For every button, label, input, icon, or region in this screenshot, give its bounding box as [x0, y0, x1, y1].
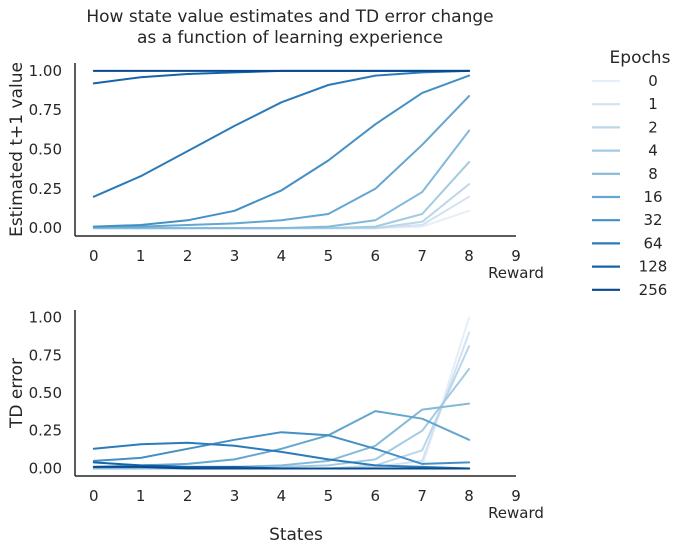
value-x-tick-label: 9 — [511, 247, 521, 265]
value-x-tick-label: 7 — [417, 247, 427, 265]
td-x-tick-label: 3 — [230, 487, 240, 505]
value-y-tick-label: 0.75 — [29, 101, 62, 119]
td-x-tick-label: 2 — [183, 487, 193, 505]
legend-label: 32 — [643, 211, 662, 229]
td-x-tick-label: 8 — [464, 487, 474, 505]
chart-title-line-2: as a function of learning experience — [137, 28, 443, 48]
td-series-2 — [92, 345, 471, 470]
td-series-32 — [92, 431, 471, 465]
td-y-tick-label: 0.25 — [29, 422, 62, 440]
td-series-256 — [92, 465, 471, 470]
td-series-16 — [92, 410, 471, 468]
td-x-tick-label: 4 — [277, 487, 287, 505]
td-x-tick-label: 1 — [136, 487, 146, 505]
value-x-tick-label: 0 — [89, 247, 99, 265]
legend-label: 4 — [648, 142, 658, 160]
value-y-tick-label: 0.50 — [29, 141, 62, 159]
value-y-tick-label: 0.25 — [29, 180, 62, 198]
td-y-tick-label: 1.00 — [29, 309, 62, 327]
value-y-axis-label: Estimated t+1 value — [7, 62, 27, 237]
legend: Epochs 0 1 2 4 8 16 32 64 128 256 — [592, 48, 671, 299]
value-x-tick-label: 1 — [136, 247, 146, 265]
td-x-tick-label: 7 — [417, 487, 427, 505]
value-x-tick-label: 3 — [230, 247, 240, 265]
td-y-axis-label: TD error — [7, 358, 27, 429]
value-series-16 — [92, 95, 471, 228]
legend-label: 256 — [639, 281, 668, 299]
legend-label: 1 — [648, 95, 658, 113]
legend-label: 128 — [639, 258, 668, 276]
td-x-tick-label: 6 — [370, 487, 380, 505]
td-y-tick-label: 0.75 — [29, 346, 62, 364]
td-y-tick-label: 0.50 — [29, 384, 62, 402]
value-reward-label: Reward — [488, 264, 544, 282]
td-series-0 — [92, 316, 471, 470]
value-series-8 — [92, 129, 471, 230]
legend-label: 16 — [643, 188, 662, 206]
td-y-tick-label: 0.00 — [29, 459, 62, 477]
td-x-tick-label: 5 — [324, 487, 334, 505]
td-reward-label: Reward — [488, 504, 544, 522]
value-x-tick-label: 2 — [183, 247, 193, 265]
legend-title: Epochs — [610, 48, 671, 68]
value-x-tick-label: 6 — [370, 247, 380, 265]
x-axis-label: States — [269, 525, 323, 545]
value-x-tick-label: 8 — [464, 247, 474, 265]
value-y-tick-label: 0.00 — [29, 219, 62, 237]
td-series-8 — [92, 402, 471, 470]
td-x-tick-label: 0 — [89, 487, 99, 505]
chart-title-line-1: How state value estimates and TD error c… — [86, 7, 493, 27]
legend-label: 0 — [648, 72, 658, 90]
value-x-tick-label: 4 — [277, 247, 287, 265]
legend-label: 8 — [648, 165, 658, 183]
legend-label: 2 — [648, 118, 658, 136]
value-series-32 — [92, 74, 471, 228]
legend-label: 64 — [643, 234, 662, 252]
value-y-tick-label: 1.00 — [29, 62, 62, 80]
value-x-tick-label: 5 — [324, 247, 334, 265]
td-x-tick-label: 9 — [511, 487, 521, 505]
value-series-64 — [92, 69, 471, 198]
td-series-64 — [92, 441, 471, 470]
